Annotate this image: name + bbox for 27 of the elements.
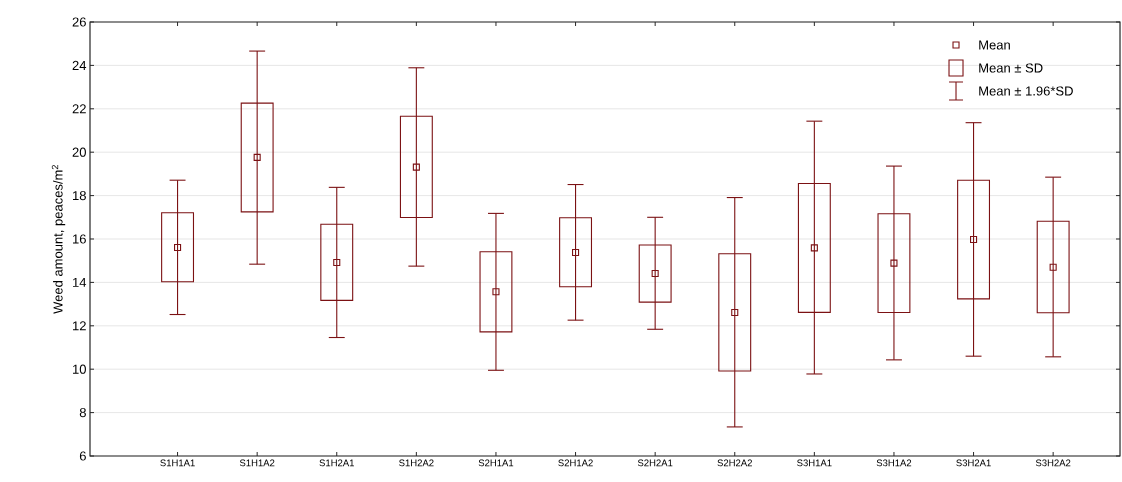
y-axis-title: Weed amount, peaces/m$^{2}$: [51, 165, 66, 314]
annotation: Mean: [979, 40, 1010, 50]
y-tick-label: 20: [72, 147, 86, 157]
x-tick-label: S1H2A2: [399, 459, 434, 467]
y-tick-label: 16: [73, 234, 86, 244]
annotation: Mean ± 1.96*SD: [979, 86, 1073, 96]
x-tick-label: S3H2A1: [956, 459, 991, 467]
y-tick-label: 10: [73, 364, 86, 374]
y-tick-label: 6: [79, 451, 86, 461]
y-tick-label: 26: [72, 17, 86, 27]
annotation: Mean ± SD: [979, 63, 1043, 73]
x-tick-label: S2H2A2: [717, 459, 752, 467]
x-tick-label: S3H1A2: [876, 459, 912, 467]
x-tick-label: S3H2A2: [1035, 459, 1071, 467]
x-tick-label: S1H1A1: [160, 459, 195, 467]
y-tick-label: 22: [72, 104, 86, 114]
y-tick-label: 8: [79, 408, 86, 418]
x-tick-label: S1H2A1: [319, 459, 354, 467]
y-tick-label: 18: [73, 190, 86, 201]
x-tick-label: S2H1A1: [478, 459, 514, 467]
y-tick-label: 12: [73, 321, 86, 331]
y-tick-label: 24: [72, 60, 87, 70]
x-tick-label: S1H1A2: [239, 459, 275, 467]
y-tick-label: 14: [73, 277, 87, 287]
x-tick-label: S2H2A1: [637, 459, 673, 467]
x-tick-label: S2H1A2: [558, 459, 593, 467]
x-tick-label: S3H1A1: [797, 459, 832, 467]
